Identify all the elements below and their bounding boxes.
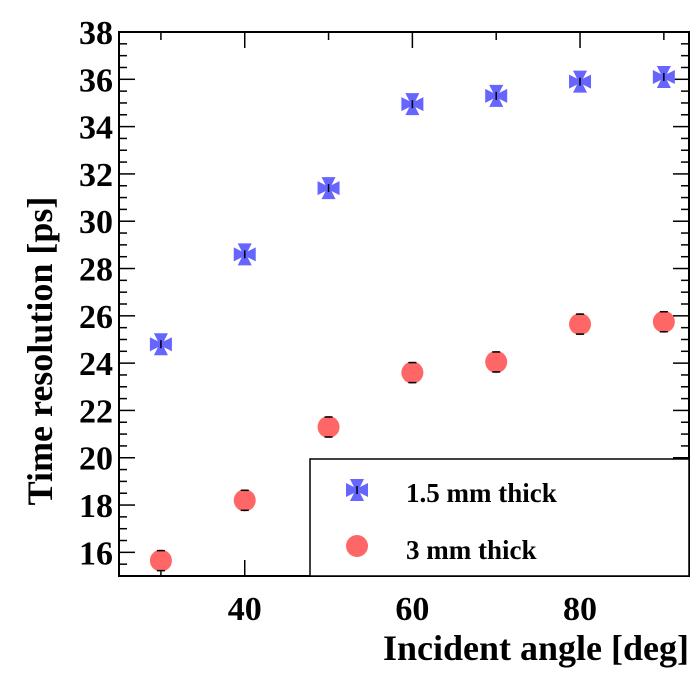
- point-3mm: [652, 310, 675, 333]
- y-tick-label: 28: [79, 252, 113, 289]
- y-tick-label: 18: [79, 488, 113, 525]
- legend-marker-3mm: [346, 535, 368, 557]
- point-1-5mm: [233, 243, 256, 266]
- point-1-5mm: [149, 333, 172, 356]
- legend-label-3mm: 3 mm thick: [406, 535, 537, 565]
- y-tick-label: 20: [79, 441, 113, 478]
- axis-tick-labels: 16 18 20 22 24 26 28 30 32 34 36 38 40 60 80: [79, 15, 597, 628]
- legend: 1.5 mm thick 3 mm thick: [309, 458, 690, 577]
- point-3mm-dot: [233, 489, 256, 512]
- y-tick-label: 38: [79, 15, 113, 52]
- point-3mm-dot: [652, 310, 675, 333]
- point-1-5mm: [485, 84, 508, 107]
- y-tick-label: 26: [79, 299, 113, 336]
- legend-markers: [346, 479, 368, 557]
- point-3mm-dot: [569, 313, 592, 336]
- x-tick-label: 60: [395, 591, 429, 628]
- point-3mm: [149, 549, 172, 572]
- legend-box: [309, 458, 690, 577]
- legend-marker-1-5mm: [346, 479, 368, 501]
- point-1-5mm: [317, 177, 340, 200]
- point-3mm-dot: [317, 415, 340, 438]
- y-tick-label: 30: [79, 204, 113, 241]
- point-3mm: [401, 361, 424, 384]
- x-axis-title: Incident angle [deg]: [383, 628, 689, 668]
- y-tick-label: 36: [79, 62, 113, 99]
- y-axis-title: Time resolution [ps]: [20, 197, 60, 506]
- x-tick-label: 40: [228, 591, 262, 628]
- y-tick-label: 24: [79, 346, 113, 383]
- point-3mm: [569, 313, 592, 336]
- point-1-5mm: [401, 93, 424, 116]
- point-3mm-dot: [485, 350, 508, 373]
- point-3mm-dot: [401, 361, 424, 384]
- point-1-5mm: [569, 70, 592, 93]
- y-tick-label: 34: [79, 110, 113, 147]
- y-tick-label: 16: [79, 535, 113, 572]
- x-tick-label: 80: [563, 591, 597, 628]
- y-tick-label: 32: [79, 157, 113, 194]
- point-3mm: [317, 415, 340, 438]
- legend-label-1-5mm: 1.5 mm thick: [406, 478, 557, 508]
- point-3mm: [233, 489, 256, 512]
- y-tick-label: 22: [79, 393, 113, 430]
- data-marks: [149, 65, 675, 572]
- point-1-5mm: [652, 65, 675, 88]
- point-3mm-dot: [149, 549, 172, 572]
- point-3mm: [485, 350, 508, 373]
